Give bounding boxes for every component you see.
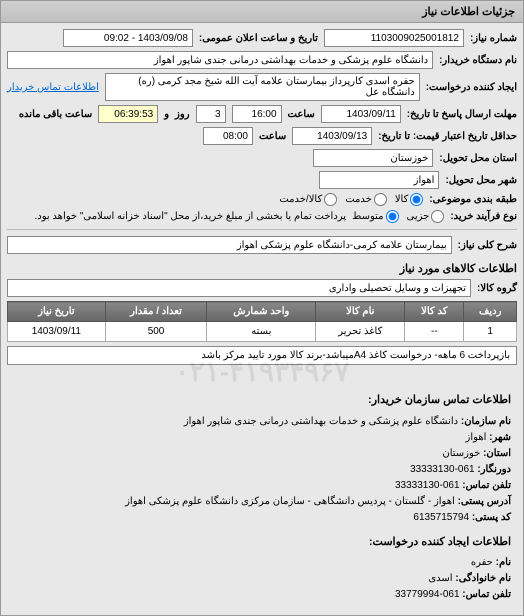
contact-org: دانشگاه علوم پزشکی و خدمات بهداشتی درمان… (184, 416, 458, 427)
goods-table: ردیفکد کالانام کالاواحد شمارشتعداد / مقد… (7, 301, 517, 342)
process-radio-group: جزیی متوسط (352, 210, 444, 223)
table-header: تعداد / مقدار (105, 302, 207, 322)
table-header: واحد شمارش (207, 302, 316, 322)
time-label-1: ساعت (288, 109, 315, 120)
process-type-label: نوع فرآیند خرید: (450, 211, 517, 222)
extra-note: بازپرداخت 6 ماهه- درخواست کاغذ A4میباشد-… (7, 346, 517, 365)
table-cell: -- (405, 322, 464, 342)
buyer-org-value: دانشگاه علوم پزشکی و خدمات بهداشتی درمان… (7, 51, 433, 69)
table-cell: 500 (105, 322, 207, 342)
creator-title: اطلاعات ایجاد کننده درخواست: (13, 534, 511, 552)
contact-contactphone: 061-33333130 (395, 480, 460, 491)
table-header: کد کالا (405, 302, 464, 322)
creator-name-label: نام: (496, 557, 511, 568)
request-creator-label: ایجاد کننده درخواست: (426, 82, 517, 93)
goods-group-value: تجهیزات و وسایل تحصیلی واداری (7, 279, 471, 297)
response-date-value: 1403/09/11 (321, 105, 401, 123)
remaining-label: ساعت باقی مانده (19, 109, 92, 120)
contact-city-label: شهر: (489, 432, 511, 443)
contact-province: خوزستان (442, 448, 480, 459)
contact-address-label: آدرس پستی: (458, 496, 511, 507)
table-cell: 1 (464, 322, 517, 342)
radio-goods-label: کالا (395, 194, 409, 205)
payment-note: پرداخت تمام یا بخشی از مبلغ خرید،از محل … (34, 211, 346, 222)
contact-address: اهواز - گلستان - پردیس دانشگاهی - سازمان… (125, 496, 455, 507)
contact-phone-label: دورنگار: (477, 464, 511, 475)
price-validity-date: 1403/09/13 (292, 127, 372, 145)
remaining-time-value: 06:39:53 (98, 105, 158, 123)
need-number-label: شماره نیاز: (470, 33, 517, 44)
contact-org-label: نام سازمان: (461, 416, 511, 427)
table-header: ردیف (464, 302, 517, 322)
contact-province-label: استان: (483, 448, 511, 459)
need-number-value: 1103009025001812 (324, 29, 464, 47)
delivery-province-label: استان محل تحویل: (439, 153, 517, 164)
contact-postal: 6135715794 (413, 512, 469, 523)
radio-goods-service-label: کالا/خدمت (279, 194, 322, 205)
contact-title: اطلاعات تماس سازمان خریدار: (13, 392, 511, 410)
contact-postal-label: کد پستی: (472, 512, 511, 523)
request-creator-value: حفره اسدی کارپرداز بیمارستان علامه آیت ا… (105, 73, 420, 101)
panel-title: جزئیات اطلاعات نیاز (1, 1, 523, 23)
days-value: 3 (196, 105, 226, 123)
delivery-city-value: اهواز (319, 171, 439, 189)
creator-phone: 061-33779994 (395, 589, 460, 600)
need-desc-label: شرح کلی نیاز: (458, 240, 517, 251)
subject-class-label: طبقه بندی موضوعی: (429, 194, 517, 205)
price-validity-label: حداقل تاریخ اعتبار قیمت: تا تاریخ: (378, 131, 517, 142)
radio-medium[interactable] (386, 210, 399, 223)
radio-medium-label: متوسط (352, 211, 383, 222)
radio-service-label: خدمت (345, 194, 372, 205)
radio-small[interactable] (431, 210, 444, 223)
creator-phone-label: تلفن تماس: (462, 589, 511, 600)
and-label: و (164, 109, 169, 120)
table-cell: بسته (207, 322, 316, 342)
public-announce-value: 1403/09/08 - 09:02 (63, 29, 193, 47)
response-deadline-label: مهلت ارسال پاسخ تا تاریخ: (407, 109, 517, 120)
need-desc-value: بیمارستان علامه کرمی-دانشگاه علوم پزشکی … (7, 236, 452, 254)
delivery-city-label: شهر محل تحویل: (445, 175, 517, 186)
subject-radio-group: کالا خدمت کالا/خدمت (279, 193, 423, 206)
creator-lastname: اسدی (428, 573, 452, 584)
radio-service[interactable] (374, 193, 387, 206)
table-row: 1--کاغذ تحریربسته5001403/09/11 (8, 322, 517, 342)
contact-city: اهواز (466, 432, 487, 443)
radio-small-label: جزیی (407, 211, 430, 222)
goods-group-label: گروه کالا: (477, 283, 517, 294)
contact-contactphone-label: تلفن تماس: (462, 480, 511, 491)
public-announce-label: تاریخ و ساعت اعلان عمومی: (199, 33, 318, 44)
table-cell: کاغذ تحریر (316, 322, 405, 342)
delivery-province-value: خوزستان (313, 149, 433, 167)
creator-name: حفره (471, 557, 493, 568)
radio-goods-service[interactable] (324, 193, 337, 206)
table-header: نام کالا (316, 302, 405, 322)
buyer-contact-link[interactable]: اطلاعات تماس خریدار (7, 82, 99, 93)
time-label-2: ساعت (259, 131, 286, 142)
day-label: روز (175, 109, 190, 120)
price-validity-time: 08:00 (203, 127, 253, 145)
response-time-value: 16:00 (232, 105, 282, 123)
table-cell: 1403/09/11 (8, 322, 106, 342)
buyer-org-label: نام دستگاه خریدار: (439, 55, 517, 66)
contact-block: اطلاعات تماس سازمان خریدار: نام سازمان: … (7, 378, 517, 609)
table-header: تاریخ نیاز (8, 302, 106, 322)
goods-info-title: اطلاعات کالاهای مورد نیاز (7, 262, 517, 275)
contact-phone: 061-33333130 (410, 464, 475, 475)
radio-goods[interactable] (410, 193, 423, 206)
creator-lastname-label: نام خانوادگی: (455, 573, 511, 584)
